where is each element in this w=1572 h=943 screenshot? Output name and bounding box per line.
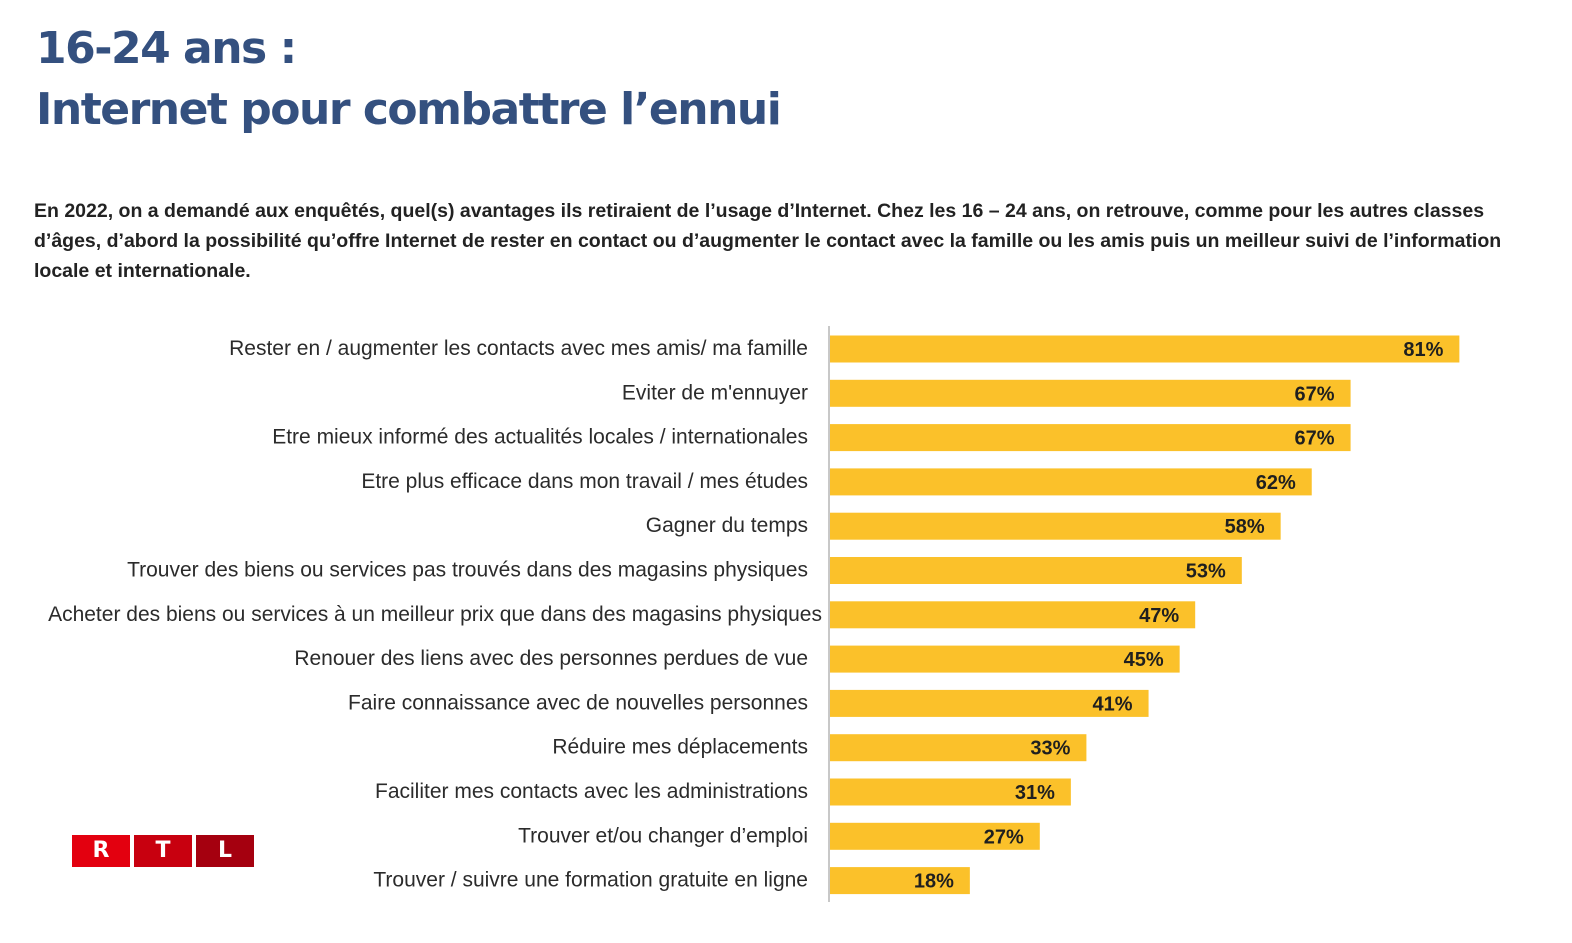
category-label: Eviter de m'ennuyer	[622, 381, 808, 404]
bar-value-label: 67%	[1295, 383, 1335, 405]
bar-value-label: 18%	[914, 871, 954, 893]
logo-letter-l: L	[196, 835, 254, 867]
bar	[830, 512, 1281, 540]
category-label: Etre plus efficace dans mon travail / me…	[361, 470, 808, 493]
bar-value-label: 27%	[984, 826, 1024, 848]
bar-value-label: 41%	[1093, 693, 1133, 715]
bar	[830, 557, 1242, 584]
title-line-2: Internet pour combattre l’ennui	[36, 84, 782, 135]
bar	[830, 424, 1351, 452]
bar-value-label: 45%	[1124, 649, 1164, 671]
bar	[830, 468, 1312, 496]
category-label: Acheter des biens ou services à un meill…	[48, 603, 822, 626]
bar	[830, 689, 1149, 717]
logo-letter-r: R	[72, 835, 130, 867]
bar-value-label: 53%	[1186, 561, 1226, 583]
bar	[830, 335, 1460, 363]
category-label: Faire connaissance avec de nouvelles per…	[348, 691, 808, 714]
bar	[830, 379, 1351, 407]
category-label: Trouver et/ou changer d’emploi	[518, 824, 808, 847]
bar-value-label: 33%	[1030, 738, 1070, 760]
category-label: Faciliter mes contacts avec les administ…	[375, 780, 808, 803]
bar	[830, 601, 1196, 629]
bar-chart-svg: 81% Rester en / augmenter les contacts av…	[48, 326, 1460, 902]
bar-value-label: 58%	[1225, 516, 1265, 538]
category-label: Etre mieux informé des actualités locale…	[272, 426, 808, 449]
bar	[830, 778, 1071, 806]
category-label: Réduire mes déplacements	[552, 736, 808, 759]
bar-value-label: 81%	[1403, 339, 1443, 361]
category-label: Trouver / suivre une formation gratuite …	[373, 869, 808, 892]
bar-value-label: 67%	[1295, 428, 1335, 450]
bar-chart: 81% Rester en / augmenter les contacts av…	[0, 320, 1572, 910]
category-label: Renouer des liens avec des personnes per…	[294, 647, 808, 670]
bar-value-label: 47%	[1139, 605, 1179, 627]
category-label: Gagner du temps	[646, 514, 808, 537]
bar	[830, 867, 970, 895]
intro-paragraph: En 2022, on a demandé aux enquêtés, quel…	[34, 200, 1502, 282]
chart-title: 16-24 ans : Internet pour combattre l’en…	[36, 18, 782, 140]
bar-value-label: 31%	[1015, 782, 1055, 804]
category-label: Rester en / augmenter les contacts avec …	[229, 337, 808, 360]
rtl-logo: R T L	[72, 835, 254, 867]
bar	[830, 645, 1180, 673]
bar	[830, 734, 1087, 762]
logo-letter-t: T	[134, 835, 192, 867]
title-line-1: 16-24 ans :	[36, 23, 297, 74]
bar	[830, 822, 1040, 850]
category-label: Trouver des biens ou services pas trouvé…	[127, 559, 808, 582]
bar-value-label: 62%	[1256, 472, 1296, 494]
